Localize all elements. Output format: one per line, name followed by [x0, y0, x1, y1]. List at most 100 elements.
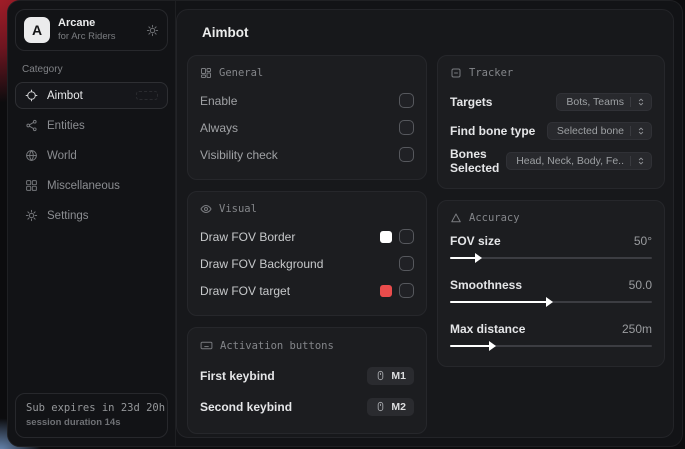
- sidebar-item-settings[interactable]: Settings: [15, 202, 168, 229]
- fov-border-color-swatch[interactable]: [380, 230, 392, 243]
- slider-label: FOV size: [450, 234, 501, 248]
- max-distance-slider-group: Max distance 250m: [450, 322, 652, 351]
- sidebar-item-label: Miscellaneous: [47, 179, 120, 192]
- app-window: A Arcane for Arc Riders Category: [7, 0, 683, 447]
- smoothness-slider[interactable]: [450, 297, 652, 307]
- fov-target-checkbox[interactable]: [399, 283, 414, 298]
- keybind-value: M1: [391, 369, 406, 382]
- gear-icon: [25, 209, 38, 222]
- slider-fill: [450, 345, 493, 347]
- fov-background-checkbox[interactable]: [399, 256, 414, 271]
- keybind-value: M2: [391, 400, 406, 413]
- triangle-icon: [450, 212, 462, 224]
- slider-value: 50°: [633, 234, 652, 248]
- setting-row-visibility-check: Visibility check: [200, 143, 414, 166]
- setting-label: Draw FOV Border: [200, 229, 296, 244]
- visibility-check-checkbox[interactable]: [399, 147, 414, 162]
- setting-label: First keybind: [200, 368, 275, 383]
- slider-label: Max distance: [450, 322, 526, 336]
- slider-fill: [450, 257, 479, 259]
- entities-nodes-icon: [25, 119, 38, 132]
- keybind-hint-placeholder: [136, 91, 158, 100]
- setting-label: Draw FOV Background: [200, 256, 324, 271]
- card-title: Tracker: [469, 67, 514, 79]
- activation-buttons-card: Activation buttons First keybind M1: [187, 327, 427, 434]
- sub-expiry-text: Sub expires in 23d 20h: [26, 402, 166, 414]
- slider-thumb[interactable]: [489, 341, 497, 351]
- setting-row-always: Always: [200, 116, 414, 139]
- visual-card: Visual Draw FOV Border Draw FOV Backgrou…: [187, 191, 427, 316]
- app-logo: A: [24, 17, 50, 43]
- sidebar-item-world[interactable]: World: [15, 142, 168, 169]
- setting-label: Visibility check: [200, 147, 278, 162]
- setting-row-second-keybind: Second keybind M2: [200, 393, 414, 420]
- general-card: General Enable Always Visibility check: [187, 55, 427, 180]
- main-wrapper: Aimbot General: [176, 1, 682, 446]
- eye-icon: [200, 203, 212, 215]
- find-bone-type-dropdown[interactable]: Selected bone: [546, 121, 652, 140]
- setting-row-fov-target: Draw FOV target: [200, 279, 414, 302]
- settings-gear-icon[interactable]: [146, 24, 159, 37]
- sidebar-item-entities[interactable]: Entities: [15, 112, 168, 139]
- slider-fill: [450, 301, 549, 303]
- app-subtitle: for Arc Riders: [58, 30, 116, 42]
- setting-row-enable: Enable: [200, 89, 414, 112]
- keyboard-icon: [200, 339, 213, 352]
- enable-checkbox[interactable]: [399, 93, 414, 108]
- unfold-more-icon: [630, 125, 646, 136]
- mouse-icon: [375, 401, 386, 412]
- first-keybind-button[interactable]: M1: [367, 366, 414, 385]
- fov-border-checkbox[interactable]: [399, 229, 414, 244]
- setting-row-targets: Targets Bots, Teams: [450, 89, 652, 114]
- left-column: General Enable Always Visibility check: [187, 55, 427, 434]
- setting-row-fov-background: Draw FOV Background: [200, 252, 414, 275]
- brand-card: A Arcane for Arc Riders: [15, 9, 168, 51]
- card-title: Activation buttons: [220, 339, 334, 352]
- always-checkbox[interactable]: [399, 120, 414, 135]
- grid-icon: [25, 179, 38, 192]
- second-keybind-button[interactable]: M2: [367, 397, 414, 416]
- setting-label: Targets: [450, 94, 493, 109]
- crosshair-icon: [25, 89, 38, 102]
- dropdown-value: Selected bone: [556, 124, 624, 137]
- unfold-more-icon: [630, 96, 646, 107]
- dropdown-value: Head, Neck, Body, Fe..: [516, 155, 624, 167]
- right-column: Tracker Targets Bots, Teams: [437, 55, 665, 367]
- globe-icon: [25, 149, 38, 162]
- fov-size-slider-group: FOV size 50°: [450, 234, 652, 263]
- card-title: Accuracy: [469, 212, 520, 224]
- tracker-card: Tracker Targets Bots, Teams: [437, 55, 665, 189]
- setting-label: Draw FOV target: [200, 283, 291, 298]
- sidebar-nav: Aimbot Entities: [15, 82, 168, 229]
- smoothness-slider-group: Smoothness 50.0: [450, 278, 652, 307]
- dropdown-value: Bots, Teams: [566, 95, 624, 108]
- sidebar-item-miscellaneous[interactable]: Miscellaneous: [15, 172, 168, 199]
- targets-dropdown[interactable]: Bots, Teams: [556, 92, 652, 111]
- setting-label: Always: [200, 120, 239, 135]
- fov-size-slider[interactable]: [450, 253, 652, 263]
- accuracy-card: Accuracy FOV size 50°: [437, 200, 665, 367]
- setting-row-bones-selected: Bones Selected Head, Neck, Body, Fe..: [450, 147, 652, 175]
- setting-row-find-bone-type: Find bone type Selected bone: [450, 118, 652, 143]
- category-label: Category: [22, 64, 63, 75]
- sidebar-item-label: Entities: [47, 119, 85, 132]
- sidebar-item-aimbot[interactable]: Aimbot: [15, 82, 168, 109]
- sidebar-item-label: Settings: [47, 209, 89, 222]
- max-distance-slider[interactable]: [450, 341, 652, 351]
- sidebar-item-label: Aimbot: [47, 89, 83, 102]
- session-duration-text: session duration 14s: [26, 417, 121, 428]
- square-minus-icon: [450, 67, 462, 79]
- slider-thumb[interactable]: [475, 253, 483, 263]
- dashboard-icon: [200, 67, 212, 79]
- setting-label: Find bone type: [450, 123, 536, 138]
- mouse-icon: [375, 370, 386, 381]
- card-title: General: [219, 67, 264, 79]
- slider-thumb[interactable]: [545, 297, 553, 307]
- fov-target-color-swatch[interactable]: [380, 284, 392, 297]
- brand-text: Arcane for Arc Riders: [58, 17, 138, 43]
- app-name: Arcane: [58, 17, 96, 30]
- sidebar-item-label: World: [47, 149, 77, 162]
- unfold-more-icon: [630, 156, 646, 166]
- setting-row-fov-border: Draw FOV Border: [200, 225, 414, 248]
- bones-selected-dropdown[interactable]: Head, Neck, Body, Fe..: [506, 152, 652, 170]
